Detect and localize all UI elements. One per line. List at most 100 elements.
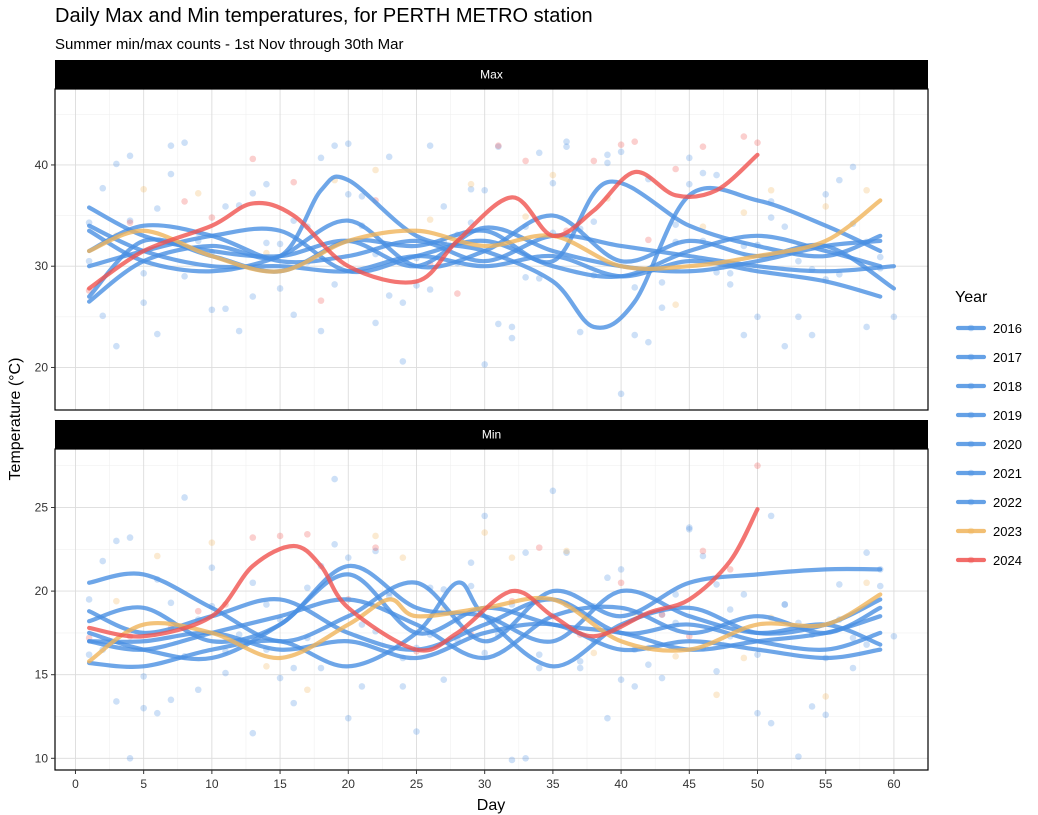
data-point <box>740 209 748 216</box>
data-point <box>113 537 120 545</box>
data-point <box>535 544 543 551</box>
data-point <box>645 236 652 244</box>
legend-label: 2022 <box>993 495 1022 510</box>
x-tick-label: 20 <box>342 777 356 791</box>
data-point <box>167 142 175 150</box>
legend-key-point <box>967 469 975 477</box>
data-point <box>372 319 379 327</box>
legend-label: 2017 <box>993 350 1022 365</box>
data-point <box>713 691 720 699</box>
data-point <box>590 649 598 657</box>
data-point <box>413 728 420 735</box>
data-point <box>808 331 816 339</box>
smooth-lines-min <box>87 507 883 669</box>
data-point <box>467 180 475 188</box>
legend-label: 2016 <box>993 321 1022 336</box>
data-point <box>481 529 488 536</box>
data-point <box>604 151 611 159</box>
data-point <box>522 157 529 165</box>
data-point <box>85 651 93 658</box>
data-point <box>331 475 338 483</box>
data-point <box>290 699 298 707</box>
data-point <box>290 664 298 672</box>
data-point <box>672 221 679 228</box>
data-point <box>563 138 570 145</box>
data-point <box>563 547 570 555</box>
data-point <box>781 601 789 608</box>
legend-key-point <box>967 411 975 419</box>
legend-item-2023: 2023 <box>955 524 1022 539</box>
data-point <box>563 143 570 151</box>
data-point <box>876 253 884 261</box>
data-point <box>631 284 639 291</box>
data-point <box>385 153 393 161</box>
legend-item-2016: 2016 <box>955 321 1022 336</box>
data-point <box>754 139 761 146</box>
legend-item-2022: 2022 <box>955 495 1022 510</box>
y-tick-label: 20 <box>35 584 49 598</box>
legend-key-point <box>967 440 975 448</box>
data-point <box>126 534 134 541</box>
data-point <box>795 257 802 265</box>
data-point <box>208 306 216 314</box>
data-point <box>849 664 857 672</box>
data-point <box>658 304 666 312</box>
data-point <box>276 532 284 540</box>
data-point <box>290 178 298 186</box>
data-point <box>836 176 843 184</box>
data-point <box>113 597 120 605</box>
x-tick-label: 55 <box>819 777 833 791</box>
data-point <box>263 663 270 670</box>
legend-key-point <box>967 353 975 361</box>
data-point <box>767 512 775 520</box>
data-point <box>754 462 761 470</box>
data-point <box>631 138 639 145</box>
data-point <box>863 549 870 556</box>
panel-border-min <box>54 448 929 771</box>
data-point <box>863 186 870 194</box>
data-point <box>249 534 257 541</box>
data-point <box>181 273 188 280</box>
data-point <box>372 544 379 551</box>
data-point <box>358 621 366 628</box>
data-point <box>481 361 488 368</box>
data-point <box>372 166 379 174</box>
data-point <box>522 754 529 762</box>
panel-max: Max 20 30 40 <box>35 60 929 411</box>
data-point <box>113 698 120 705</box>
x-tick-label: 50 <box>751 777 765 791</box>
data-point <box>781 342 789 350</box>
data-point <box>740 591 748 598</box>
legend-label: 2024 <box>993 553 1022 568</box>
data-point <box>508 554 516 561</box>
panels: Max 20 30 40 Min 10 15 20 25 0 5 10 15 20 25 30 35 40 45 50… <box>35 60 929 791</box>
data-point <box>385 292 393 299</box>
data-point <box>235 631 243 638</box>
smooth-line-2020 <box>87 174 883 330</box>
data-point <box>645 661 652 668</box>
y-tick-label: 20 <box>35 360 49 374</box>
legend-key-point <box>967 498 975 506</box>
legend-key-point <box>967 527 975 535</box>
data-point <box>863 641 870 648</box>
legend-item-2021: 2021 <box>955 466 1022 481</box>
y-tick-label: 25 <box>35 501 49 515</box>
data-point <box>576 328 584 336</box>
y-tick-label: 40 <box>35 158 49 172</box>
data-point <box>467 582 475 590</box>
data-point <box>454 290 461 297</box>
data-point <box>890 313 898 321</box>
data-point <box>617 579 625 587</box>
data-point <box>317 664 325 672</box>
data-point <box>672 301 679 308</box>
data-point <box>795 753 802 760</box>
data-point <box>535 664 543 672</box>
data-point <box>331 142 338 150</box>
data-point <box>836 581 843 588</box>
data-point <box>154 552 161 560</box>
data-point <box>181 494 188 501</box>
smooth-line-2016 <box>87 205 883 274</box>
data-point <box>481 649 488 657</box>
data-point <box>140 185 147 193</box>
